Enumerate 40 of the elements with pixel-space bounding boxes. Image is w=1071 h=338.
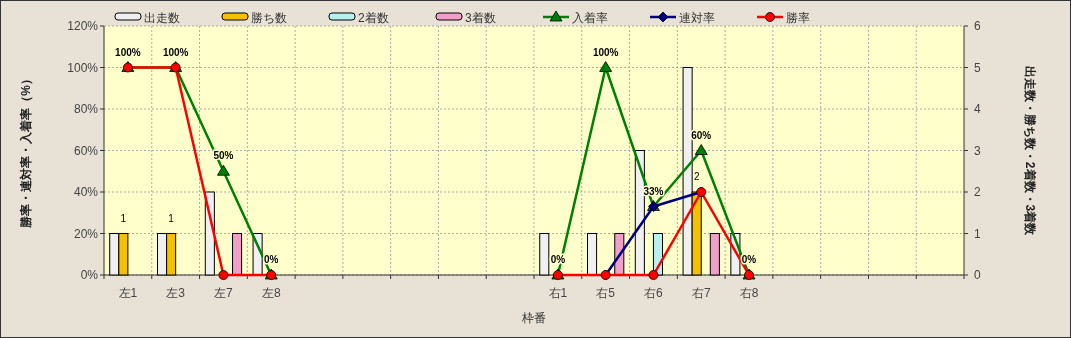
legend-label: 勝ち数	[251, 11, 287, 25]
y2-tick-label: 6	[974, 19, 981, 33]
x-tick-label: 右8	[739, 286, 759, 300]
y2-tick-label: 1	[974, 226, 981, 241]
legend-label: 3着数	[465, 11, 496, 25]
data-label: 100%	[592, 46, 619, 58]
y2-tick-label: 5	[974, 60, 981, 75]
y-tick-label: 100%	[67, 60, 99, 75]
y2-tick-label: 0	[974, 268, 981, 282]
y-tick-label: 80%	[73, 102, 99, 116]
data-label: 1	[120, 212, 127, 224]
data-label: 100%	[162, 46, 189, 58]
y2-axis-title: 出走数・勝ち数・2着数・3着数	[1023, 65, 1037, 237]
data-label: 0%	[264, 254, 279, 265]
x-tick-label: 左3	[166, 286, 186, 300]
y-tick-label: 60%	[73, 143, 99, 158]
y-tick-label: 40%	[73, 185, 99, 199]
x-axis-title: 枠番	[521, 311, 546, 325]
legend-label: 2着数	[358, 11, 389, 25]
x-tick-label: 左1	[118, 286, 138, 300]
legend-label: 入着率	[572, 11, 608, 25]
x-tick-label: 左7	[214, 286, 234, 300]
y2-tick-label: 3	[974, 143, 981, 158]
y-axis-title: 勝率・連対率・入着率（%）	[19, 73, 33, 229]
data-label: 2	[693, 171, 700, 182]
y2-tick-label: 2	[974, 185, 981, 199]
legend-label: 連対率	[679, 11, 715, 25]
y-tick-label: 120%	[67, 19, 99, 33]
data-label: 100%	[115, 46, 141, 58]
data-label: 1	[168, 212, 175, 224]
legend-label: 勝率	[786, 11, 810, 25]
y2-tick-label: 4	[974, 102, 981, 116]
y-tick-label: 20%	[73, 226, 99, 241]
x-tick-label: 左8	[261, 286, 281, 300]
y-tick-label: 0%	[80, 268, 99, 282]
x-tick-label: 右5	[596, 286, 616, 300]
legend-label: 出走数	[144, 11, 180, 25]
x-tick-label: 右1	[548, 286, 568, 300]
x-tick-label: 右6	[644, 286, 664, 300]
x-tick-label: 右7	[691, 286, 711, 300]
